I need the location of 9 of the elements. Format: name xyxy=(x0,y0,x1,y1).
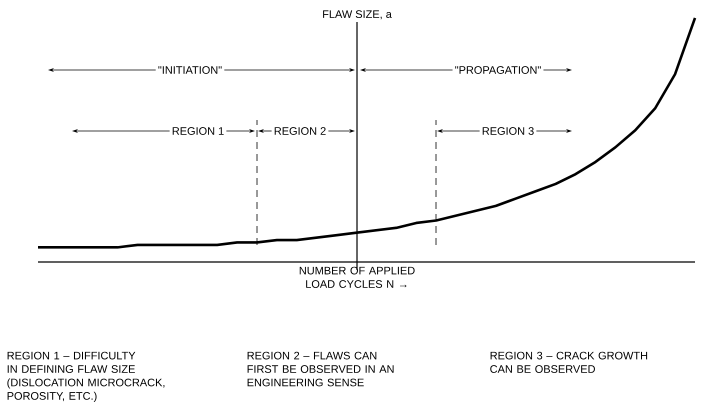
text: REGION 2 – FLAWS CAN FIRST BE OBSERVED IN AN ENGINEERING SENSE xyxy=(248,352,394,386)
annotation: REGION 3 xyxy=(482,127,534,135)
text: REGION 3 – CRACK GROWTH CAN BE OBSERVED xyxy=(490,352,648,373)
text: REGION 1 – DIFFICULTY IN DEFINING FLAW SIZE (DISLOCATION MICROCRACK, POROSITY, ETC.) xyxy=(7,352,164,402)
annotation: REGION 1 xyxy=(172,127,224,135)
annotation: "INITIATION" xyxy=(158,66,222,74)
y-axis-title: FLAW SIZE, a xyxy=(323,10,392,20)
annotation: REGION 2 xyxy=(274,127,326,135)
annotation: "PROPAGATION" xyxy=(455,66,541,74)
